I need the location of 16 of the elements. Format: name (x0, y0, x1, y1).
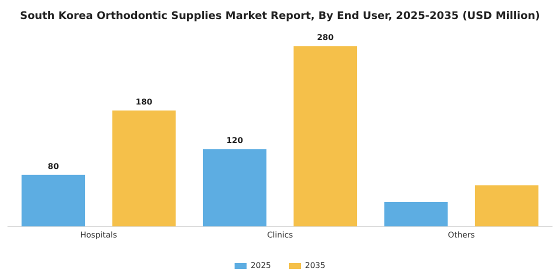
data-label: 80 (48, 162, 60, 171)
bar (474, 185, 538, 226)
x-tick-label: Clinics (267, 230, 293, 240)
bar (384, 202, 448, 226)
legend-label: 2035 (305, 261, 326, 270)
bar (202, 149, 266, 226)
bar (294, 46, 358, 226)
data-label: 180 (136, 98, 153, 107)
data-label: 120 (226, 136, 244, 146)
legend-label: 2025 (250, 261, 271, 270)
bar (22, 174, 86, 226)
bar (112, 110, 176, 226)
x-tick-label: Hospitals (80, 230, 118, 240)
x-tick-label: Others (448, 230, 475, 240)
chart-title: South Korea Orthodontic Supplies Market Report, By End User, 2025-2035 (USD Million) (20, 10, 540, 22)
data-label: 280 (316, 33, 334, 42)
